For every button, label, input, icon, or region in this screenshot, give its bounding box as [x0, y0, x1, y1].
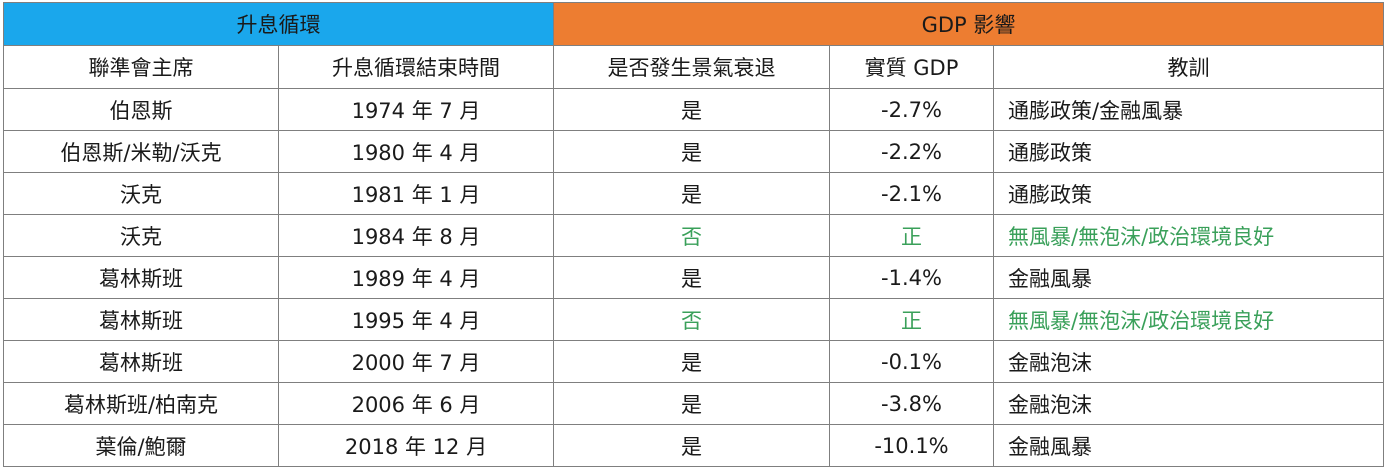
- cell-recession[interactable]: 是: [553, 256, 830, 299]
- cell-chair[interactable]: 沃克: [3, 172, 279, 215]
- cell-cycle-end[interactable]: 2018 年 12 月: [278, 424, 554, 467]
- column-header-chair[interactable]: 聯準會主席: [3, 45, 279, 89]
- cell-recession[interactable]: 否: [553, 214, 830, 257]
- cell-cycle-end[interactable]: 2006 年 6 月: [278, 382, 554, 425]
- cell-lesson[interactable]: 無風暴/無泡沫/政治環境良好: [992, 298, 1385, 341]
- cell-real-gdp[interactable]: 正: [829, 298, 994, 341]
- cell-lesson[interactable]: 金融泡沫: [992, 382, 1385, 425]
- column-header-recession[interactable]: 是否發生景氣衰退: [553, 45, 830, 89]
- column-header-cycle-end[interactable]: 升息循環結束時間: [278, 45, 554, 89]
- cell-chair[interactable]: 沃克: [3, 214, 279, 257]
- cell-chair[interactable]: 伯恩斯/米勒/沃克: [3, 130, 279, 173]
- cell-recession[interactable]: 是: [553, 130, 830, 173]
- cell-cycle-end[interactable]: 1989 年 4 月: [278, 256, 554, 299]
- cell-lesson[interactable]: 金融風暴: [992, 256, 1385, 299]
- cell-recession[interactable]: 是: [553, 340, 830, 383]
- cell-lesson[interactable]: 金融風暴: [992, 424, 1385, 467]
- table-row: 沃克 1981 年 1 月是 -2.1% 通膨政策: [3, 172, 1385, 215]
- table-row: 葛林斯班 1989 年 4 月是 -1.4% 金融風暴: [3, 256, 1385, 299]
- cell-cycle-end[interactable]: 1980 年 4 月: [278, 130, 554, 173]
- cell-recession[interactable]: 是: [553, 382, 830, 425]
- table-row: 葛林斯班 2000 年 7 月是 -0.1% 金融泡沫: [3, 340, 1385, 383]
- cell-real-gdp[interactable]: 正: [829, 214, 994, 257]
- group-header-gdp-impact[interactable]: GDP 影響: [552, 2, 1385, 46]
- table-row: 伯恩斯/米勒/沃克 1980 年 4 月是 -2.2% 通膨政策: [3, 130, 1385, 173]
- group-header-row: 升息循環 GDP 影響: [3, 2, 1385, 46]
- cell-lesson[interactable]: 無風暴/無泡沫/政治環境良好: [992, 214, 1385, 257]
- cell-chair[interactable]: 葛林斯班: [3, 256, 279, 299]
- cell-chair[interactable]: 葛林斯班: [3, 298, 279, 341]
- cell-recession[interactable]: 是: [553, 88, 830, 131]
- cell-cycle-end[interactable]: 1995 年 4 月: [278, 298, 554, 341]
- table-row: 沃克 1984 年 8 月否正無風暴/無泡沫/政治環境良好: [3, 214, 1385, 257]
- group-header-rate-cycle[interactable]: 升息循環: [3, 2, 554, 46]
- cell-chair[interactable]: 葉倫/鮑爾: [3, 424, 279, 467]
- table-row: 伯恩斯 1974 年 7 月是 -2.7% 通膨政策/金融風暴: [3, 88, 1385, 131]
- cell-cycle-end[interactable]: 2000 年 7 月: [278, 340, 554, 383]
- column-header-real-gdp[interactable]: 實質 GDP: [829, 45, 994, 89]
- cell-chair[interactable]: 伯恩斯: [3, 88, 279, 131]
- cell-real-gdp[interactable]: -2.2%: [829, 130, 994, 173]
- cell-cycle-end[interactable]: 1974 年 7 月: [278, 88, 554, 131]
- cell-lesson[interactable]: 通膨政策: [992, 172, 1385, 215]
- fed-rate-hike-table: 升息循環 GDP 影響 聯準會主席 升息循環結束時間 是否發生景氣衰退 實質 G…: [3, 2, 1385, 467]
- cell-chair[interactable]: 葛林斯班: [3, 340, 279, 383]
- cell-real-gdp[interactable]: -2.1%: [829, 172, 994, 215]
- cell-chair[interactable]: 葛林斯班/柏南克: [3, 382, 279, 425]
- cell-recession[interactable]: 是: [553, 424, 830, 467]
- cell-real-gdp[interactable]: -2.7%: [829, 88, 994, 131]
- cell-cycle-end[interactable]: 1981 年 1 月: [278, 172, 554, 215]
- cell-real-gdp[interactable]: -0.1%: [829, 340, 994, 383]
- column-header-row: 聯準會主席 升息循環結束時間 是否發生景氣衰退 實質 GDP 教訓: [3, 45, 1385, 89]
- table-row: 葉倫/鮑爾 2018 年 12 月是 -10.1% 金融風暴: [3, 424, 1385, 467]
- cell-real-gdp[interactable]: -10.1%: [829, 424, 994, 467]
- cell-real-gdp[interactable]: -1.4%: [829, 256, 994, 299]
- column-header-lesson[interactable]: 教訓: [992, 45, 1385, 89]
- table-row: 葛林斯班/柏南克 2006 年 6 月是 -3.8% 金融泡沫: [3, 382, 1385, 425]
- cell-cycle-end[interactable]: 1984 年 8 月: [278, 214, 554, 257]
- table-row: 葛林斯班 1995 年 4 月否正無風暴/無泡沫/政治環境良好: [3, 298, 1385, 341]
- cell-lesson[interactable]: 通膨政策/金融風暴: [992, 88, 1385, 131]
- cell-lesson[interactable]: 通膨政策: [992, 130, 1385, 173]
- cell-real-gdp[interactable]: -3.8%: [829, 382, 994, 425]
- cell-recession[interactable]: 否: [553, 298, 830, 341]
- cell-recession[interactable]: 是: [553, 172, 830, 215]
- cell-lesson[interactable]: 金融泡沫: [992, 340, 1385, 383]
